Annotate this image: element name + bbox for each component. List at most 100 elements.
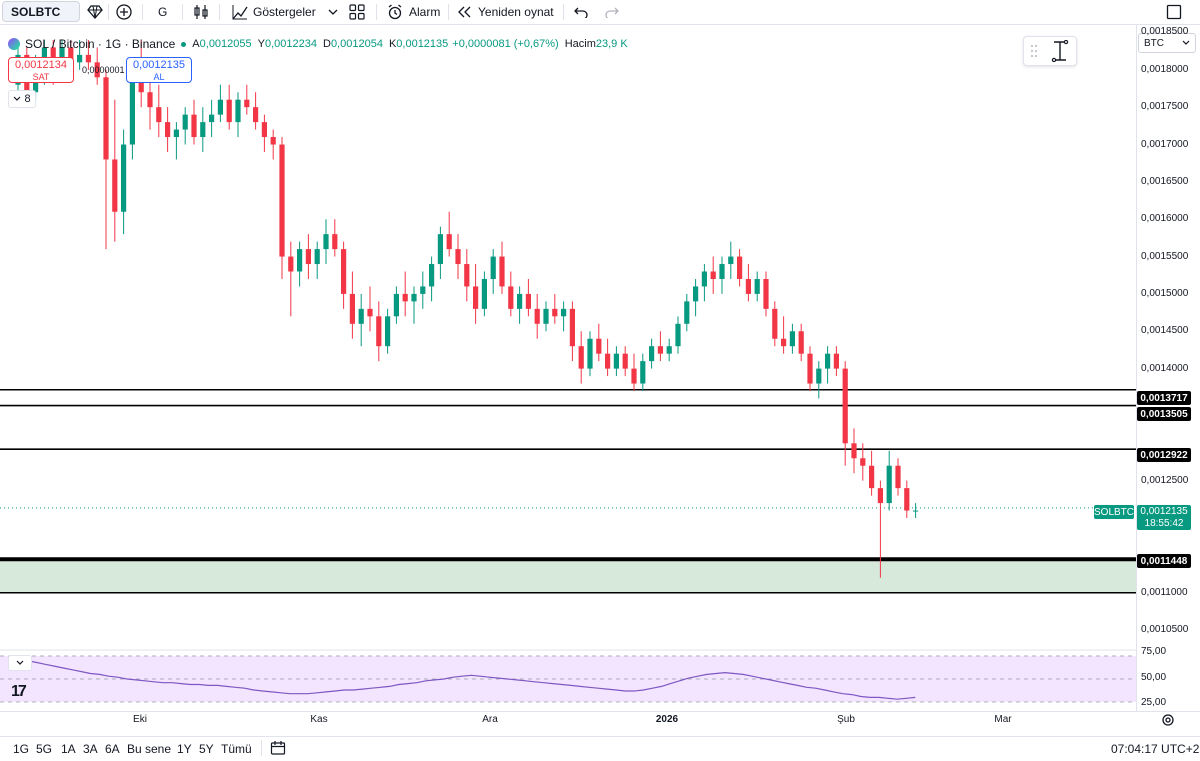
sell-button[interactable]: 0,0012134 SAT (8, 57, 74, 83)
range-button[interactable]: 1A (61, 742, 76, 756)
time-tick: 2026 (655, 714, 679, 725)
candle-body (121, 144, 127, 212)
legend-collapse-button[interactable]: 8 (8, 90, 36, 108)
range-button[interactable]: 3A (83, 742, 98, 756)
candle (253, 92, 259, 130)
candle-body (253, 107, 259, 123)
range-button[interactable]: Tümü (221, 742, 252, 756)
market-open-dot-icon (181, 41, 187, 47)
pro-diamond-icon[interactable] (87, 0, 103, 24)
candle-body (288, 256, 294, 272)
candle (701, 264, 707, 302)
fullscreen-icon[interactable] (1166, 0, 1182, 24)
candle-body (297, 249, 303, 272)
range-button[interactable]: 6A (105, 742, 120, 756)
alarm-button[interactable]: Alarm (409, 5, 441, 19)
level-label[interactable]: 0,0012922 (1137, 448, 1191, 462)
candle (367, 286, 373, 332)
candle (182, 107, 188, 145)
candle-body (411, 293, 417, 302)
legend-title[interactable]: SOL / Bitcoin · 1G · Binance (25, 37, 176, 51)
candle-body (393, 293, 399, 317)
candle (376, 301, 382, 362)
candle-body (719, 264, 725, 279)
replay-button[interactable]: Yeniden oynat (478, 5, 554, 19)
candle (437, 226, 443, 279)
legend-open: 0,0012055 (199, 38, 252, 50)
currency-select[interactable]: BTC (1138, 33, 1196, 53)
candle-body (129, 69, 135, 145)
tradingview-logo[interactable]: 17 (11, 683, 27, 700)
candle (209, 99, 215, 138)
candle-type-icon[interactable] (194, 0, 208, 24)
level-label[interactable]: 0,0013717 (1137, 391, 1191, 405)
candle-body (85, 54, 91, 63)
drag-handle-icon[interactable] (1030, 44, 1038, 58)
candle-body (464, 264, 470, 287)
candle-body (385, 316, 391, 347)
time-axis[interactable] (0, 711, 1200, 730)
time-tick: Mar (994, 714, 1012, 725)
candle (385, 308, 391, 354)
chevron-down-icon[interactable] (328, 0, 338, 24)
symbol-search-button[interactable]: SOLBTC (2, 1, 80, 22)
level-label[interactable]: 0,0013505 (1137, 407, 1191, 421)
candle (825, 346, 831, 384)
indicators-icon[interactable] (232, 0, 248, 24)
candle-body (552, 308, 558, 317)
buy-button[interactable]: 0,0012135 AL (126, 57, 192, 83)
candle (657, 331, 663, 362)
alarm-icon[interactable] (387, 0, 403, 24)
undo-icon[interactable] (574, 0, 588, 24)
candle (877, 480, 883, 578)
candle-body (147, 92, 153, 108)
candle-body (349, 293, 355, 324)
candle (719, 256, 725, 294)
top-toolbar: SOLBTC G Göstergeler Alarm Yeniden oynat (0, 0, 1200, 25)
candle (508, 271, 514, 317)
indicators-button[interactable]: Göstergeler (253, 5, 316, 19)
candle-body (772, 308, 778, 339)
candle (851, 428, 857, 474)
candle (77, 39, 83, 70)
candle (446, 211, 452, 257)
price-chart[interactable] (0, 25, 1136, 711)
floating-drawing-toolbar[interactable] (1023, 36, 1077, 66)
measure-icon[interactable] (1050, 40, 1070, 62)
candle-body (508, 286, 514, 309)
candle-body (781, 338, 787, 347)
price-tick: 0,0012500 (1141, 474, 1189, 486)
candle-body (446, 234, 452, 250)
candle (816, 361, 822, 399)
candle (358, 293, 364, 347)
candle (455, 234, 461, 279)
candle-body (833, 353, 839, 369)
candle-body (173, 129, 179, 138)
interval-button[interactable]: G (158, 5, 168, 19)
price-axis[interactable] (1136, 25, 1200, 711)
replay-icon[interactable] (457, 0, 471, 24)
level-label[interactable]: 0,0011448 (1137, 554, 1191, 568)
range-button[interactable]: 1G (13, 742, 30, 756)
add-symbol-icon[interactable] (116, 0, 132, 24)
date-range-calendar-icon[interactable] (270, 740, 286, 761)
redo-icon[interactable] (605, 0, 619, 24)
candle (464, 249, 470, 302)
rsi-collapse-button[interactable] (8, 655, 32, 671)
price-tick: 0,0017000 (1141, 138, 1189, 150)
clock[interactable]: 07:04:17 UTC+2 (1111, 742, 1200, 756)
range-button[interactable]: Bu sene (127, 742, 172, 756)
candle-body (376, 316, 382, 347)
candle-body (693, 286, 699, 302)
chart-settings-icon[interactable] (1161, 713, 1175, 730)
candle (165, 107, 171, 152)
candle (332, 219, 338, 257)
candle (605, 338, 611, 377)
candle-body (341, 249, 347, 294)
layout-grid-icon[interactable] (349, 0, 365, 24)
chevron-down-icon (16, 660, 24, 665)
range-button[interactable]: 5G (36, 742, 53, 756)
candle-body (490, 256, 496, 279)
range-button[interactable]: 5Y (199, 742, 214, 756)
range-button[interactable]: 1Y (177, 742, 192, 756)
